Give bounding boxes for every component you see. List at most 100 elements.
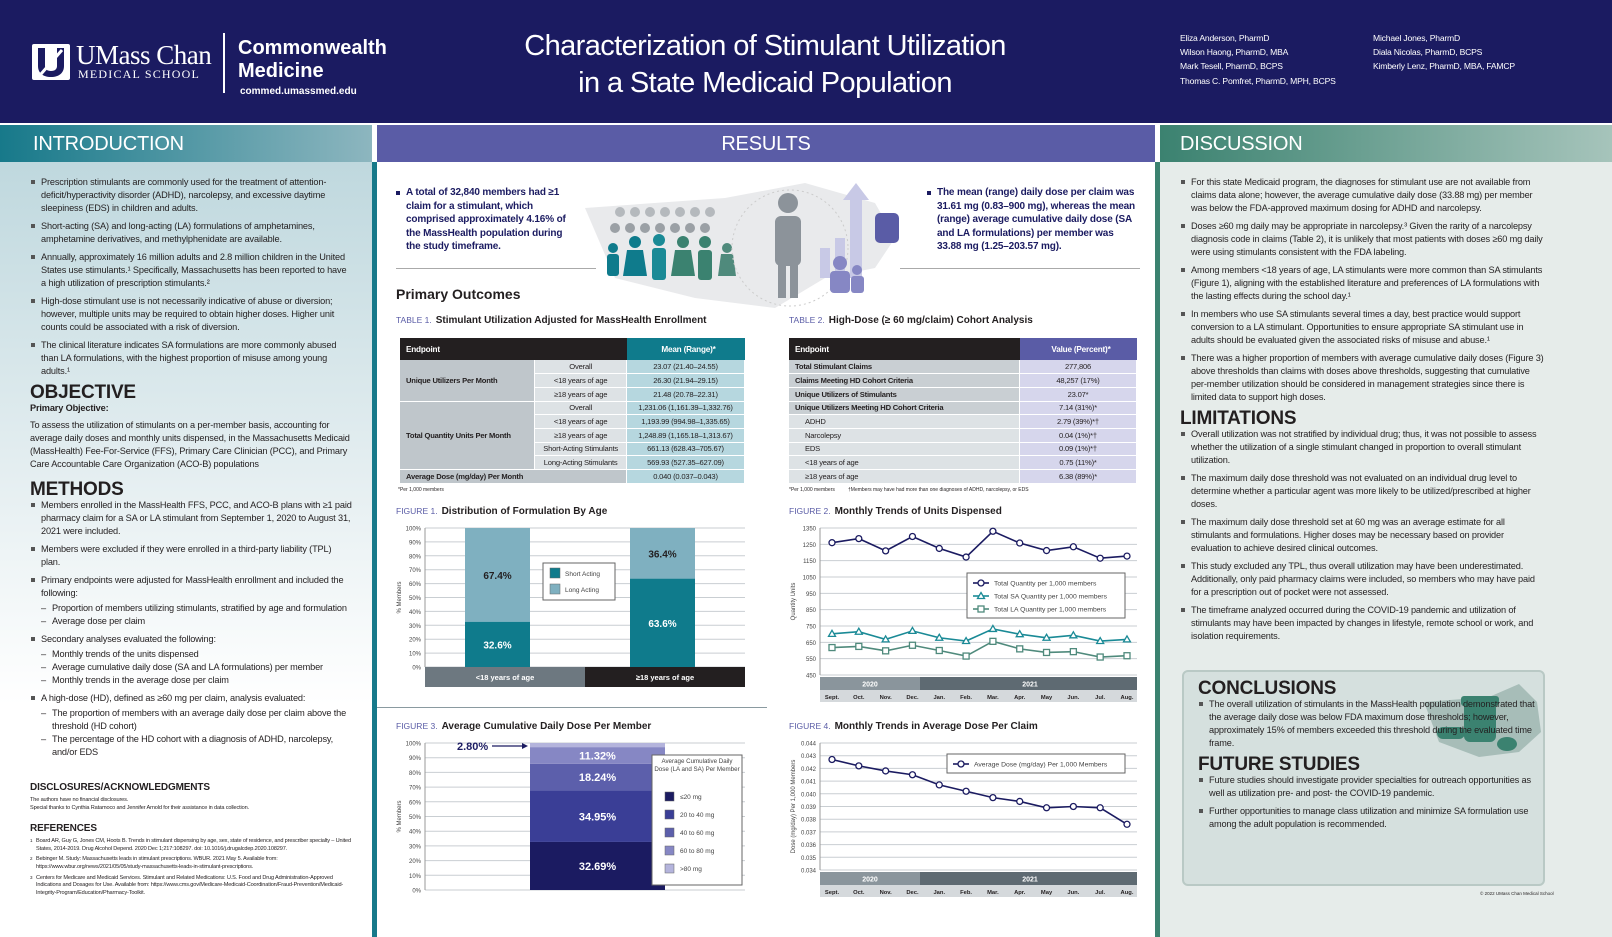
table1-title-text: Stimulant Utilization Adjusted for MassH… <box>435 315 707 326</box>
methods-subitem: Monthly trends of the units dispensed <box>41 648 352 661</box>
data-point <box>1122 634 1132 643</box>
intro-bullet: Short-acting (SA) and long-acting (LA) f… <box>30 220 352 246</box>
logo-name: UMass Chan <box>76 40 212 70</box>
month-label: Sept. <box>825 890 840 896</box>
conclusions-box: CONCLUSIONS The overall utilization of s… <box>1182 670 1545 886</box>
month-label: Mar. <box>987 695 999 701</box>
methods-list: Members enrolled in the MassHealth FFS, … <box>30 499 352 759</box>
month-label: Jul. <box>1095 890 1105 896</box>
y-tick-label: 650 <box>806 641 817 647</box>
data-point <box>961 636 971 645</box>
legend-label: Total SA Quantity per 1,000 members <box>994 594 1108 601</box>
month-label: Jun. <box>1067 890 1079 896</box>
reference-item: 1 Board AR, Guy G, Jones CM, Hoots B. Tre… <box>30 838 352 853</box>
data-point <box>976 591 986 600</box>
figure2-title: FIGURE 2. Monthly Trends of Units Dispens… <box>789 506 1002 517</box>
y-tick-label: 80% <box>409 771 422 777</box>
table1-sub-cell: <18 years of age <box>534 373 627 388</box>
month-label: Apr. <box>1014 695 1026 701</box>
conclusions-list: The overall utilization of stimulants in… <box>1198 698 1538 750</box>
primary-outcomes-heading: Primary Outcomes <box>396 286 521 302</box>
legend-label: Long Acting <box>565 587 599 594</box>
y-tick-label: 100% <box>406 527 422 533</box>
legend-label: >80 mg <box>680 866 702 873</box>
dotted-circle <box>731 189 849 307</box>
y-tick-label: 0.037 <box>801 830 817 836</box>
y-tick-label: 1250 <box>803 543 817 549</box>
author: Diala Nicolas, PharmD, BCPS <box>1373 47 1483 58</box>
table1-row: Short-Acting Stimulants 661.13 (628.43–70… <box>400 442 745 457</box>
data-point <box>1069 647 1078 656</box>
bar-label: 36.4% <box>648 549 676 560</box>
y-tick-label: 850 <box>806 608 817 614</box>
right-column: For this state Medicaid program, the dia… <box>1180 176 1545 648</box>
data-point <box>1016 539 1024 547</box>
table2-row: <18 years of age 0.75 (11%)* <box>789 455 1137 470</box>
table1-value-cell: 26.30 (21.94–29.15) <box>626 373 745 388</box>
figure2-chart: 450 550 650 750 850 950 1050 1150 1250 1350 Quanti… <box>791 527 1137 702</box>
methods-item-text: A high-dose (HD), defined as ≥60 mg per … <box>41 693 306 703</box>
series-line <box>831 530 1128 560</box>
table1-footnote: *Per 1,000 members <box>398 487 444 493</box>
legend-box <box>946 753 1126 774</box>
table2-endpoint-cell: Total Stimulant Claims <box>789 360 1020 375</box>
legend-label: Total LA Quantity per 1,000 members <box>994 607 1107 614</box>
table1-label: TABLE 1. <box>396 315 432 325</box>
table1-sub-cell: Short-Acting Stimulants <box>534 442 627 457</box>
data-point <box>1096 554 1104 562</box>
objective-text: To assess the utilization of stimulants … <box>30 420 350 469</box>
intro-bullet: High-dose stimulant use is not necessari… <box>30 295 352 334</box>
month-label: Nov. <box>880 890 893 896</box>
people-group-icon <box>607 234 736 280</box>
table2-value-cell: 6.38 (89%)* <box>1019 469 1137 484</box>
table1-header-value: Mean (Range)* <box>626 338 745 360</box>
discussion-list: For this state Medicaid program, the dia… <box>1180 176 1545 404</box>
bar-segment <box>530 747 665 764</box>
y-axis-label: % Members <box>397 581 403 613</box>
series-line <box>831 758 1128 825</box>
bar-label: 18.24% <box>579 772 617 784</box>
year-label: 2020 <box>862 682 878 689</box>
table2-row: Unique Utilizers Meeting HD Cohort Crite… <box>789 401 1137 416</box>
table2-row: ≥18 years of age 6.38 (89%)* <box>789 469 1137 484</box>
methods-item-text: Members enrolled in the MassHealth FFS, … <box>41 500 352 536</box>
legend-label: Average Dose (mg/day) Per 1,000 Members <box>974 762 1108 769</box>
table1-value-cell: 21.48 (20.78–22.31) <box>626 387 745 402</box>
introduction-list: Prescription stimulants are commonly use… <box>30 176 352 378</box>
data-point <box>855 534 863 543</box>
data-point <box>881 767 890 775</box>
table1-value-cell: 661.13 (628.43–705.67) <box>626 442 745 457</box>
future-bullet: Future studies should investigate provid… <box>1198 774 1538 800</box>
table2-label: TABLE 2. <box>789 315 825 325</box>
table2-value-cell: 23.07* <box>1019 387 1137 402</box>
month-label: Jun. <box>1067 695 1079 701</box>
figure2-label: FIGURE 2. <box>789 506 831 516</box>
discussion-bullet: Among members <18 years of age, LA stimu… <box>1180 264 1545 303</box>
conclusions-heading: CONCLUSIONS <box>1198 678 1337 699</box>
y-tick-label: 0.038 <box>801 818 817 824</box>
table1-value-cell: 1,193.99 (994.98–1,335.65) <box>626 414 745 429</box>
table1-row: ≥18 years of age 1,248.89 (1,165.18–1,313… <box>400 428 745 443</box>
table2-value-cell: 48,257 (17%) <box>1019 373 1137 388</box>
methods-subitem: The percentage of the HD cohort with a d… <box>41 733 352 759</box>
table2-endpoint-cell: Narcolepsy <box>789 428 1020 443</box>
limitations-list: Overall utilization was not stratified b… <box>1180 428 1545 643</box>
y-tick-label: 50% <box>409 815 422 821</box>
data-point <box>1042 804 1051 812</box>
intro-bullet: Prescription stimulants are commonly use… <box>30 176 352 215</box>
table1-sub-cell: Overall <box>534 401 627 416</box>
month-label: Sept. <box>825 695 840 701</box>
y-tick-label: 0.034 <box>801 869 817 875</box>
month-label: Feb. <box>960 890 972 896</box>
objective-heading: OBJECTIVE <box>30 382 136 403</box>
author: Eliza Anderson, PharmD <box>1180 33 1270 43</box>
bar-segment <box>630 578 695 667</box>
figure3-title-text: Average Cumulative Daily Dose Per Member <box>441 721 652 732</box>
data-point <box>854 626 864 635</box>
limitation-bullet: The maximum daily dose threshold set at … <box>1180 516 1545 555</box>
figure1-chart: 0% 10% 20% 30% 40% 50% 60% 70% 80% 90% 100% % Membe… <box>397 527 745 687</box>
table1-row: Total Quantity Units Per Month Overall 1,2… <box>400 401 745 471</box>
disclosures-text: The authors have no financial disclosure… <box>30 797 352 812</box>
table1-sub-cell: ≥18 years of age <box>534 387 627 402</box>
month-label: Dec. <box>906 890 919 896</box>
